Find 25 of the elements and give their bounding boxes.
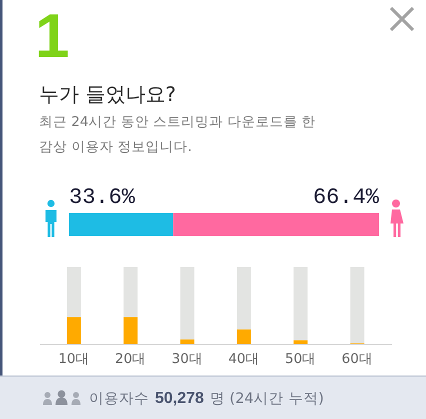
bar — [180, 267, 194, 340]
bar — [66, 267, 81, 318]
text: 1 — [35, 2, 70, 71]
x-tick-label: 30대 — [172, 351, 203, 367]
chart-subtitle: 최근 24시간 동안 스트리밍과 다운로드를 한 감상 이용자 정보입니다. — [39, 114, 316, 155]
bar — [350, 267, 364, 344]
bar — [236, 267, 251, 330]
bar — [180, 339, 194, 344]
x-tick-label: 60대 — [342, 351, 373, 367]
bar — [66, 317, 81, 344]
bar — [294, 340, 308, 344]
text: 50,278 — [155, 390, 204, 407]
text: 명 (24시간 누적) — [210, 391, 324, 407]
x-tick-label: 20대 — [115, 351, 146, 367]
bar — [294, 267, 308, 340]
data-label: 66.4% — [312, 185, 380, 210]
bar — [124, 267, 138, 318]
bar — [124, 317, 138, 344]
x-tick-label: 50대 — [285, 351, 316, 367]
x-tick-label: 10대 — [58, 351, 90, 367]
x-tick-label: 40대 — [228, 351, 260, 367]
bar — [236, 329, 251, 344]
chart-title: 누가 들었나요? — [39, 82, 176, 106]
text: 이용자수 — [89, 391, 149, 407]
data-label: 33.6% — [69, 185, 136, 210]
